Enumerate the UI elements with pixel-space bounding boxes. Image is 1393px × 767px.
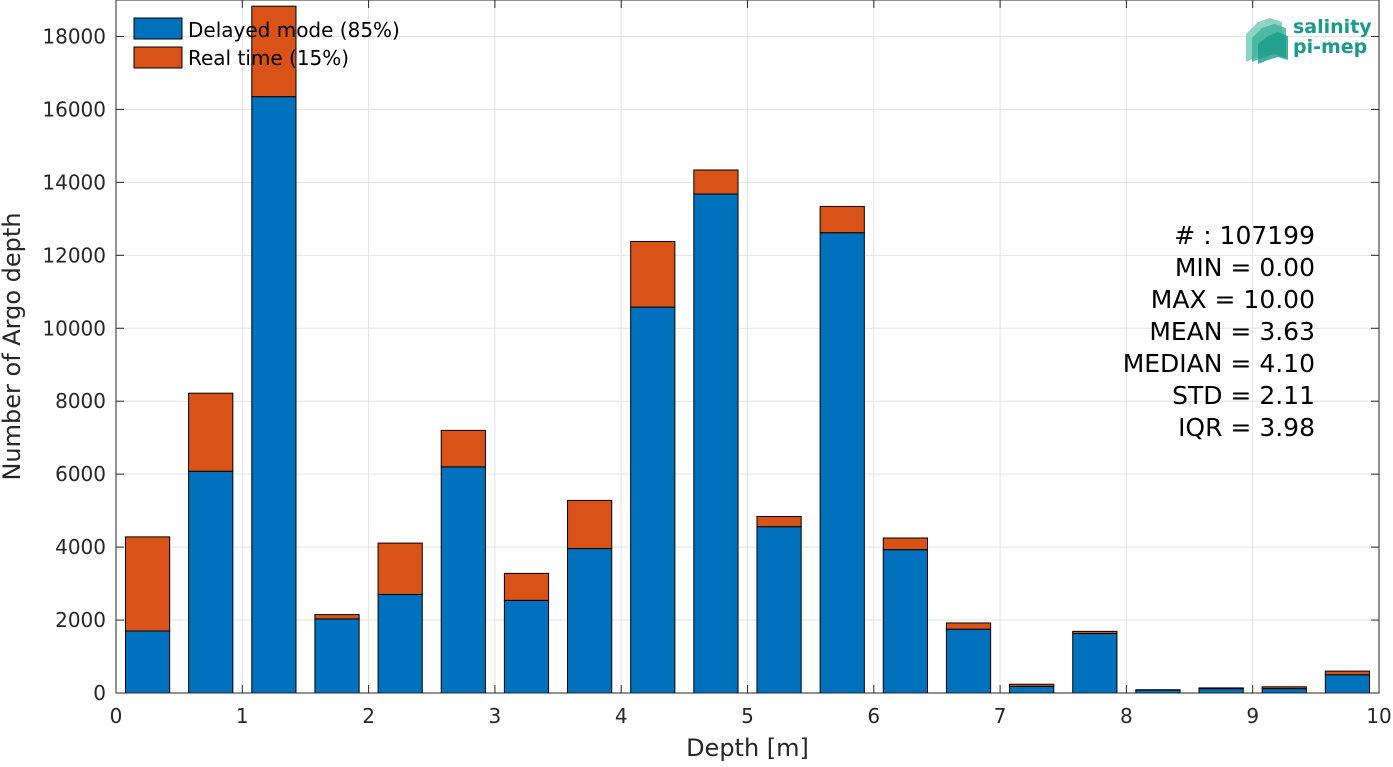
y-tick-label: 6000 <box>55 462 106 486</box>
legend-label-real-time: Real time (15%) <box>188 46 349 70</box>
bar-delayed-mode <box>694 194 738 693</box>
bar-delayed-mode <box>568 549 612 693</box>
bar-delayed-mode <box>441 467 485 693</box>
bar-real-time <box>631 241 675 307</box>
bar-delayed-mode <box>631 307 675 693</box>
bar-delayed-mode <box>378 595 422 693</box>
bar-delayed-mode <box>252 97 296 693</box>
bar-delayed-mode <box>504 600 548 693</box>
y-tick-label: 2000 <box>55 608 106 632</box>
x-tick-label: 5 <box>741 704 754 728</box>
bar-real-time <box>883 538 927 550</box>
bar-delayed-mode <box>820 233 864 693</box>
stats-line: IQR = 3.98 <box>1178 413 1315 442</box>
legend-swatch-real-time <box>134 47 182 68</box>
bar-delayed-mode <box>757 527 801 693</box>
y-tick-label: 4000 <box>55 535 106 559</box>
bar-delayed-mode <box>315 619 359 693</box>
stats-line: STD = 2.11 <box>1172 381 1315 410</box>
bar-delayed-mode <box>1073 634 1117 693</box>
x-tick-label: 7 <box>994 704 1007 728</box>
x-tick-label: 0 <box>110 704 123 728</box>
x-tick-label: 4 <box>615 704 628 728</box>
stats-line: # : 107199 <box>1174 221 1315 250</box>
bar-real-time <box>946 623 990 629</box>
bar-delayed-mode <box>1010 686 1054 693</box>
x-axis-label: Depth [m] <box>686 734 809 762</box>
y-tick-label: 18000 <box>42 24 106 48</box>
y-axis-label: Number of Argo depth <box>0 212 26 480</box>
stats-line: MAX = 10.00 <box>1151 285 1315 314</box>
bar-real-time <box>1262 687 1306 689</box>
logo-text-salinity: salinity <box>1293 16 1372 38</box>
bar-real-time <box>189 393 233 471</box>
bar-delayed-mode <box>125 631 169 693</box>
y-tick-label: 0 <box>93 681 106 705</box>
bar-real-time <box>378 543 422 594</box>
bar-real-time <box>568 500 612 548</box>
bar-real-time <box>820 206 864 232</box>
x-tick-label: 10 <box>1366 704 1391 728</box>
y-tick-label: 16000 <box>42 97 106 121</box>
bar-real-time <box>694 170 738 194</box>
bar-real-time <box>1199 688 1243 689</box>
bar-real-time <box>757 516 801 526</box>
legend-label-delayed-mode: Delayed mode (85%) <box>188 18 400 42</box>
bar-delayed-mode <box>1262 689 1306 693</box>
x-tick-label: 9 <box>1246 704 1259 728</box>
logo-text-pimep: pi-mep <box>1293 36 1367 58</box>
bar-real-time <box>504 573 548 600</box>
bar-real-time <box>1325 671 1369 675</box>
stats-line: MEAN = 3.63 <box>1149 317 1315 346</box>
y-tick-label: 14000 <box>42 170 106 194</box>
x-tick-label: 8 <box>1120 704 1133 728</box>
bar-real-time <box>125 537 169 631</box>
bar-delayed-mode <box>883 550 927 693</box>
y-tick-label: 10000 <box>42 316 106 340</box>
y-tick-label: 8000 <box>55 389 106 413</box>
bar-real-time <box>315 615 359 619</box>
x-tick-label: 3 <box>489 704 502 728</box>
stats-line: MEDIAN = 4.10 <box>1123 349 1315 378</box>
x-tick-label: 2 <box>362 704 375 728</box>
bar-delayed-mode <box>189 471 233 693</box>
stats-line: MIN = 0.00 <box>1175 253 1315 282</box>
y-tick-label: 12000 <box>42 243 106 267</box>
bar-real-time <box>1010 684 1054 686</box>
bar-delayed-mode <box>946 629 990 693</box>
salinity-pimep-logo: salinity pi-mep <box>1246 16 1372 64</box>
bar-delayed-mode <box>1199 689 1243 693</box>
x-tick-label: 1 <box>236 704 249 728</box>
bar-delayed-mode <box>1325 675 1369 693</box>
bar-real-time <box>441 430 485 466</box>
bar-real-time <box>1073 631 1117 633</box>
x-tick-label: 6 <box>867 704 880 728</box>
legend-swatch-delayed-mode <box>134 18 182 39</box>
